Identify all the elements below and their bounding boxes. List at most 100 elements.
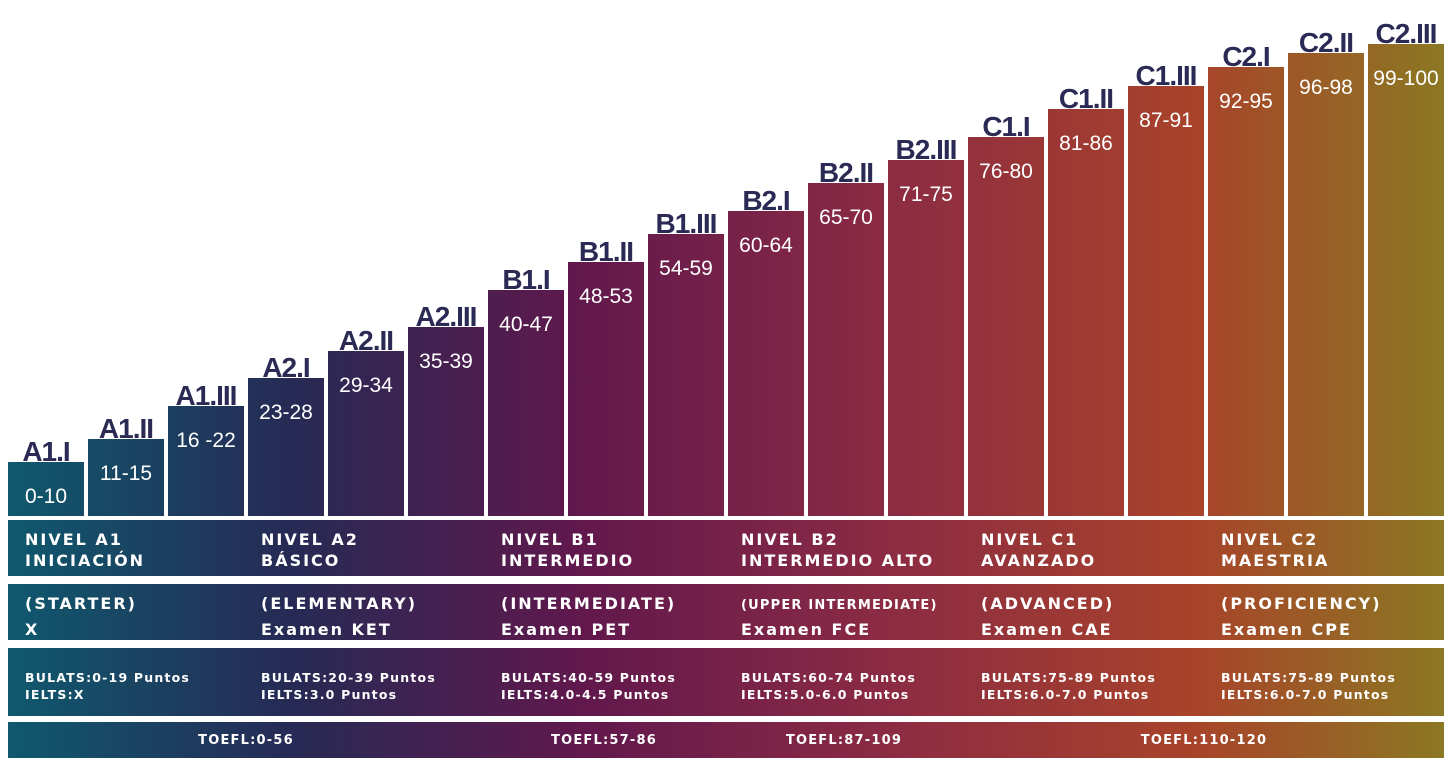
bar-range-label: 16 -22 [176, 429, 236, 452]
exam-cell [484, 584, 724, 640]
nivel-cell [724, 520, 964, 576]
toefl-cell [484, 722, 724, 758]
bar-range-label: 54-59 [659, 257, 713, 280]
bar-a2-iii [408, 327, 484, 516]
scores-cell [724, 648, 964, 716]
info-rows-layer: NIVEL A1 INICIACIÓN (STARTER) X BULATS:0-19 … [8, 520, 1444, 758]
nivel-name: AVANZADO [981, 551, 1096, 570]
bar-a2-i [248, 378, 324, 516]
exam-cell [964, 584, 1204, 640]
bar-c1-ii [1048, 109, 1124, 516]
bar-range-label: 0-10 [25, 485, 67, 508]
nivel-label: NIVEL C2 [1221, 530, 1318, 549]
english-level-label: (UPPER INTERMEDIATE) [741, 598, 938, 613]
nivel-name: BÁSICO [261, 551, 340, 570]
bulats-score: BULATS:0-19 Puntos [25, 670, 190, 685]
nivel-cell [484, 520, 724, 576]
bar-b1-ii [568, 262, 644, 516]
ielts-score: IELTS:5.0-6.0 Puntos [741, 687, 909, 702]
toefl-cell [8, 722, 484, 758]
bar-level-label: A1.II [99, 413, 153, 444]
bulats-score: BULATS:75-89 Puntos [981, 670, 1156, 685]
english-level-label: (STARTER) [25, 594, 137, 613]
nivel-cell [964, 520, 1204, 576]
nivel-name: INICIACIÓN [25, 551, 145, 570]
bar-level-label: B1.I [502, 264, 549, 295]
scores-cell [8, 648, 244, 716]
bar-level-label: C2.II [1299, 27, 1353, 58]
toefl-label: TOEFL:87-109 [786, 733, 902, 748]
exam-label: Examen FCE [741, 620, 871, 639]
bar-a1-iii [168, 406, 244, 516]
ielts-score: IELTS:4.0-4.5 Puntos [501, 687, 669, 702]
bar-level-label: B1.III [656, 208, 717, 239]
english-level-label: (PROFICIENCY) [1221, 594, 1382, 613]
exam-label: Examen CAE [981, 620, 1113, 639]
bar-level-label: C2.I [1222, 41, 1269, 72]
nivel-label: NIVEL C1 [981, 530, 1078, 549]
english-level-label: (ELEMENTARY) [261, 594, 417, 613]
bar-level-label: A2.III [416, 301, 477, 332]
english-level-label: (ADVANCED) [981, 594, 1114, 613]
toefl-label: TOEFL:57-86 [551, 733, 657, 748]
english-level-label: (INTERMEDIATE) [501, 594, 676, 613]
bar-b2-iii [888, 160, 964, 516]
nivel-label: NIVEL A2 [261, 530, 359, 549]
bar-range-label: 29-34 [339, 374, 393, 397]
bar-range-label: 40-47 [499, 313, 553, 336]
exam-cell [1204, 584, 1444, 640]
bar-range-label: 76-80 [979, 160, 1033, 183]
bar-range-label: 92-95 [1219, 90, 1273, 113]
toefl-label: TOEFL:110-120 [1141, 733, 1267, 748]
exam-label: Examen PET [501, 620, 631, 639]
bar-level-label: B2.I [742, 185, 789, 216]
exam-cell [724, 584, 964, 640]
bar-range-label: 87-91 [1139, 109, 1193, 132]
exam-label: Examen KET [261, 620, 392, 639]
bar-c1-iii [1128, 86, 1204, 516]
bar-level-label: A2.II [339, 325, 393, 356]
bar-a1-ii [88, 439, 164, 516]
bar-range-label: 48-53 [579, 285, 633, 308]
ielts-score: IELTS:X [25, 687, 85, 702]
bar-level-label: A2.I [262, 352, 309, 383]
bar-range-label: 99-100 [1373, 67, 1438, 90]
scores-cell [244, 648, 484, 716]
exam-cell [244, 584, 484, 640]
nivel-cell [8, 520, 244, 576]
bar-level-label: B2.III [896, 134, 957, 165]
bars-layer: A1.I 0-10 A1.II 11-15 A1.III 16 -22 A2.I 23-28 A… [8, 18, 1444, 516]
scores-cell [484, 648, 724, 716]
toefl-cell [964, 722, 1444, 758]
bar-b2-i [728, 211, 804, 516]
bar-level-label: B2.II [819, 157, 873, 188]
bar-c2-i [1208, 67, 1284, 516]
bar-a1-i [8, 462, 84, 516]
bar-c1-i [968, 137, 1044, 516]
bar-c2-ii [1288, 53, 1364, 516]
bar-range-label: 23-28 [259, 401, 313, 424]
bulats-score: BULATS:60-74 Puntos [741, 670, 916, 685]
nivel-label: NIVEL A1 [25, 530, 123, 549]
bar-level-label: C1.III [1136, 60, 1197, 91]
bar-range-label: 71-75 [899, 183, 953, 206]
bar-level-label: C1.I [982, 111, 1029, 142]
nivel-cell [244, 520, 484, 576]
bar-b1-i [488, 290, 564, 516]
bar-level-label: C1.II [1059, 83, 1113, 114]
bar-range-label: 35-39 [419, 350, 473, 373]
bar-range-label: 81-86 [1059, 132, 1113, 155]
bar-b2-ii [808, 183, 884, 516]
bar-c2-iii [1368, 44, 1444, 516]
bar-level-label: A1.III [176, 380, 237, 411]
bar-level-label: A1.I [22, 436, 69, 467]
nivel-name: INTERMEDIO ALTO [741, 551, 934, 570]
nivel-name: INTERMEDIO [501, 551, 634, 570]
ielts-score: IELTS:6.0-7.0 Puntos [1221, 687, 1389, 702]
exam-label: X [25, 620, 39, 639]
exam-label: Examen CPE [1221, 620, 1352, 639]
nivel-cell [1204, 520, 1444, 576]
bar-range-label: 11-15 [100, 462, 152, 485]
toefl-cell [724, 722, 964, 758]
